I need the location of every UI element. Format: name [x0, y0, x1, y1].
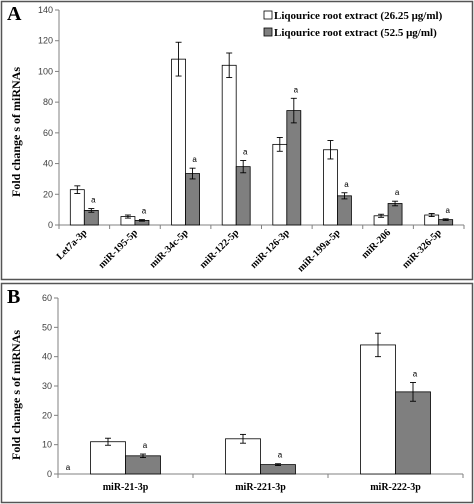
panel-b-category-label: miR-222-3p	[370, 482, 421, 493]
panel-a-significance-label: a	[91, 196, 96, 205]
legend-swatch-series-1	[263, 10, 273, 20]
panel-b-label: B	[7, 286, 20, 308]
panel-b-significance-label: a	[66, 463, 71, 472]
panel-a-y-tick-label: 140	[38, 5, 53, 15]
panel-a-y-tick-label: 80	[43, 97, 53, 107]
panel-a-bar-series-2	[286, 110, 302, 226]
panel-a-significance-label: a	[344, 180, 349, 189]
panel-a-bar-series-1	[323, 149, 338, 226]
panel-a-y-axis-title: Fold change s of miRNAs	[9, 67, 23, 197]
panel-b-significance-label: a	[413, 369, 418, 378]
panel-a-category-label: Let7a-3p	[55, 227, 90, 262]
panel-b-bar-series-2	[260, 464, 296, 475]
legend: Liqourice root extract (26.25 μg/ml) Liq…	[263, 10, 443, 39]
panel-b-y-tick-label: 20	[42, 410, 52, 420]
panel-a-significance-label: a	[445, 206, 450, 215]
panel-b-frame	[0, 282, 474, 504]
panel-b-significance-label: a	[278, 451, 283, 460]
panel-a-label: A	[7, 3, 22, 25]
panel-b-y-tick-label: 60	[42, 293, 52, 303]
panel-a-bar-series-2	[387, 203, 403, 226]
panel-a-y-tick-label: 40	[43, 159, 53, 169]
panel-b-bar-series-1	[225, 438, 261, 475]
panel-a-y-tick-label: 100	[38, 66, 53, 76]
panel-a-category-label: miR-199a-5p	[295, 227, 342, 274]
panel-a-bar-series-1	[171, 58, 186, 226]
panel-a-plot: 0 20 40 60 80 100 120 140 a Let7a-3p a miR-195-5p a m…	[38, 5, 465, 274]
panel-b-y-axis-title: Fold change s of miRNAs	[9, 330, 23, 460]
panel-a-y-tick-label: 60	[43, 128, 53, 138]
panel-b-category-label: miR-221-3p	[235, 482, 286, 493]
panel-a-bar-series-2	[185, 173, 200, 226]
legend-label-series-2: Liqourice root extract (52.5 μg/ml)	[274, 27, 437, 39]
panel-a-y-tick-label: 120	[38, 36, 53, 46]
panel-b-plot: 0 10 20 30 40 50 60 a miR-21-3p a miR-221-3p a miR-2…	[42, 293, 464, 493]
panel-a-bar-series-1	[221, 64, 237, 226]
panel-b-y-tick-label: 50	[42, 322, 52, 332]
panel-b-bar-series-2	[125, 455, 161, 475]
panel-b-y-tick-label: 10	[42, 440, 52, 450]
panel-b-bar-series-2	[395, 391, 431, 475]
panel-a-category-label: miR-195-5p	[97, 227, 141, 271]
panel-a-bar-series-1	[69, 189, 85, 226]
panel-b-y-tick-label: 40	[42, 352, 52, 362]
panel-a-y-tick-label: 0	[48, 220, 53, 230]
panel-a-bar-series-2	[337, 195, 352, 226]
legend-swatch-series-2	[263, 27, 273, 37]
panel-a-bar-series-2	[235, 166, 251, 226]
panel-b-y-tick-label: 0	[47, 469, 52, 479]
panel-a-y-tick-label: 20	[43, 189, 53, 199]
panel-a-category-label: miR-206	[359, 227, 393, 261]
panel-a-category-label: miR-326-5p	[400, 227, 444, 271]
panel-a-category-label: miR-34c-5p	[148, 227, 191, 270]
panel-a-significance-label: a	[395, 188, 400, 197]
panel-a-category-label: miR-122-5p	[198, 227, 242, 271]
panel-a-category-label: miR-126-3p	[248, 227, 292, 271]
panel-a-significance-label: a	[142, 207, 147, 216]
panel-b-significance-label: a	[143, 441, 148, 450]
panel-b-bar-series-1	[360, 344, 396, 475]
panel-a-significance-label: a	[192, 155, 197, 164]
panel-a-significance-label: a	[294, 85, 299, 94]
panel-b-bar-series-1	[90, 441, 126, 475]
legend-label-series-1: Liqourice root extract (26.25 μg/ml)	[274, 10, 443, 22]
panel-b-category-label: miR-21-3p	[103, 482, 149, 493]
panel-a-bar-series-1	[272, 143, 288, 226]
panel-b-y-tick-label: 30	[42, 381, 52, 391]
panel-a-frame	[0, 0, 474, 281]
panel-a-significance-label: a	[243, 148, 248, 157]
